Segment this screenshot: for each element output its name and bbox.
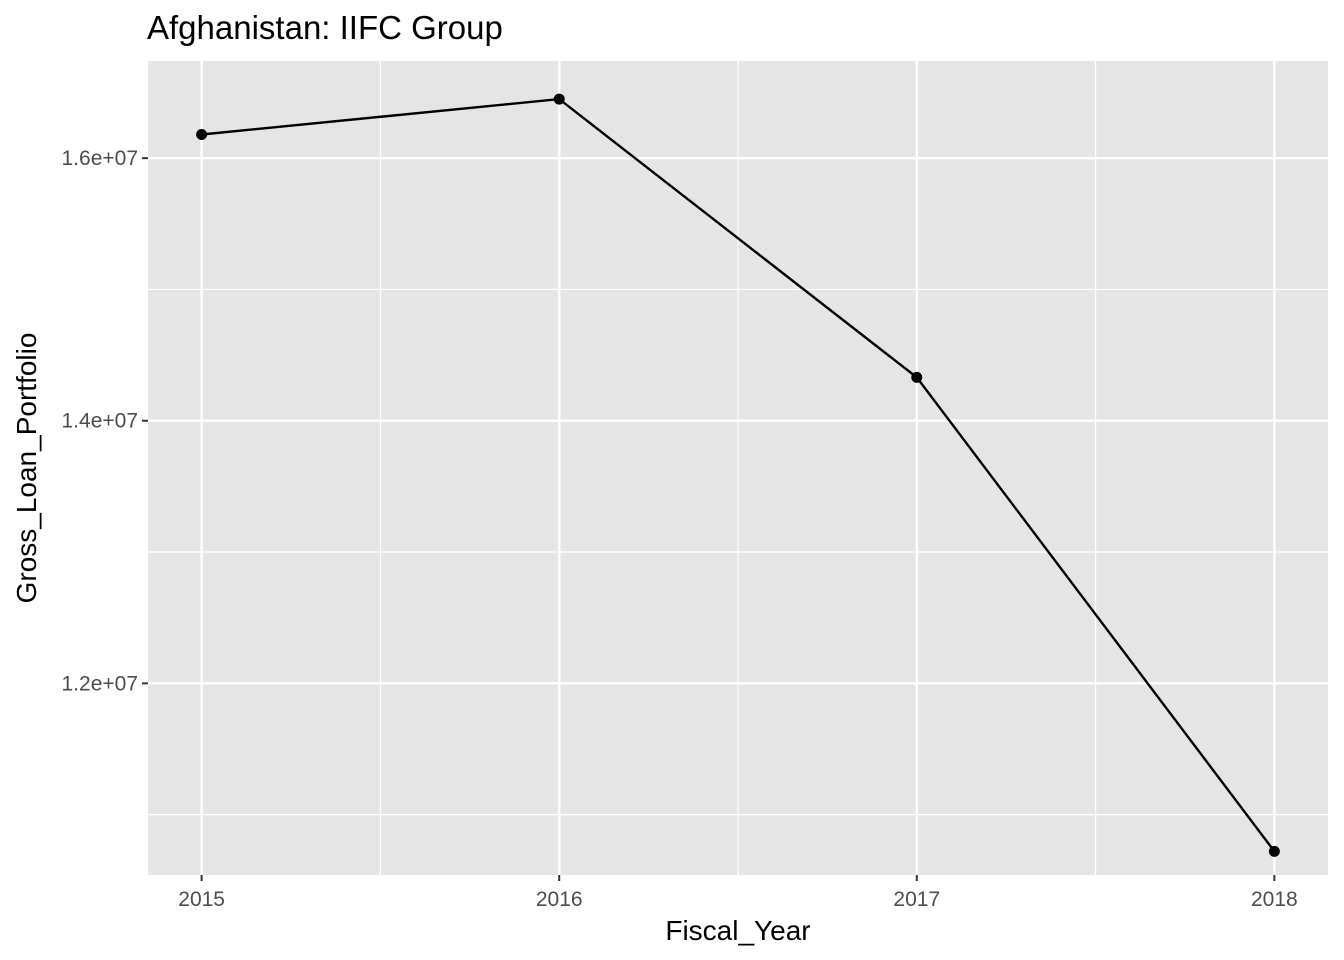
data-point — [911, 371, 923, 383]
x-axis-tick-labels: 2015 2016 2017 2018 — [178, 888, 1297, 911]
data-point — [553, 93, 565, 105]
chart-title: Afghanistan: IIFC Group — [147, 9, 503, 46]
x-tick-label: 2015 — [178, 888, 225, 911]
minor-gridlines — [148, 61, 1328, 875]
y-tick-label: 1.6e+07 — [62, 147, 139, 170]
x-tick-label: 2018 — [1251, 888, 1298, 911]
series-line — [201, 97, 1276, 853]
data-point — [196, 129, 208, 141]
x-tick-label: 2017 — [893, 888, 940, 911]
major-gridlines — [148, 61, 1328, 875]
axis-ticks — [142, 157, 1276, 881]
y-tick-label: 1.2e+07 — [62, 672, 139, 695]
x-tick-label: 2016 — [536, 888, 583, 911]
y-axis-tick-labels: 1.2e+07 1.4e+07 1.6e+07 — [62, 147, 139, 695]
x-axis-title: Fiscal_Year — [665, 915, 810, 946]
series-group — [196, 93, 1280, 857]
y-tick-label: 1.4e+07 — [62, 410, 139, 433]
data-point — [1268, 845, 1280, 857]
y-axis-title: Gross_Loan_Portfolio — [11, 333, 42, 604]
